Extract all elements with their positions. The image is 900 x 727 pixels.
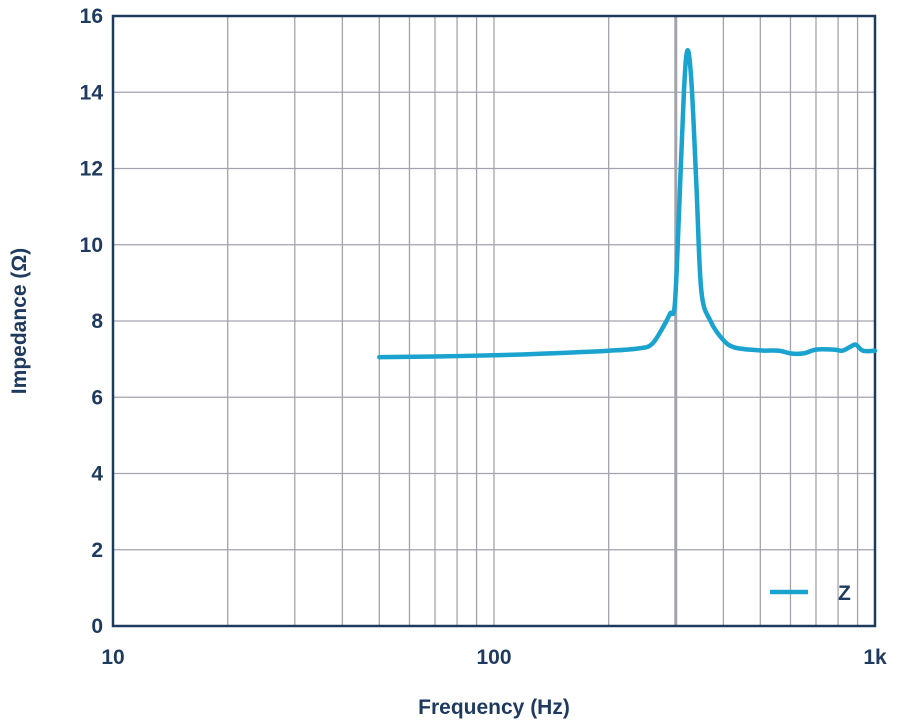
y-tick-label: 8 (91, 310, 103, 333)
y-tick-label: 16 (80, 5, 103, 28)
x-axis-label: Frequency (Hz) (418, 696, 570, 719)
y-tick-label: 10 (80, 234, 103, 257)
x-tick-labels: 10 100 1k (101, 646, 887, 669)
y-tick-label: 6 (91, 386, 103, 409)
y-tick-label: 4 (91, 463, 103, 486)
series-line-z (377, 48, 878, 360)
plot-frame (111, 14, 877, 628)
x-tick-label: 10 (101, 646, 124, 669)
legend-label-z: Z (838, 582, 851, 605)
y-axis-label: Impedance (Ω) (8, 248, 31, 394)
x-tick-label: 100 (476, 646, 511, 669)
legend: Z (770, 582, 851, 605)
x-tick-label: 1k (863, 646, 887, 669)
y-tick-label: 2 (91, 539, 103, 562)
y-tick-label: 12 (80, 158, 103, 181)
y-tick-label: 0 (91, 615, 103, 638)
y-tick-labels: 0 2 4 6 8 10 12 14 16 (80, 5, 104, 638)
y-tick-label: 14 (80, 81, 104, 104)
grid-layer (113, 16, 875, 626)
